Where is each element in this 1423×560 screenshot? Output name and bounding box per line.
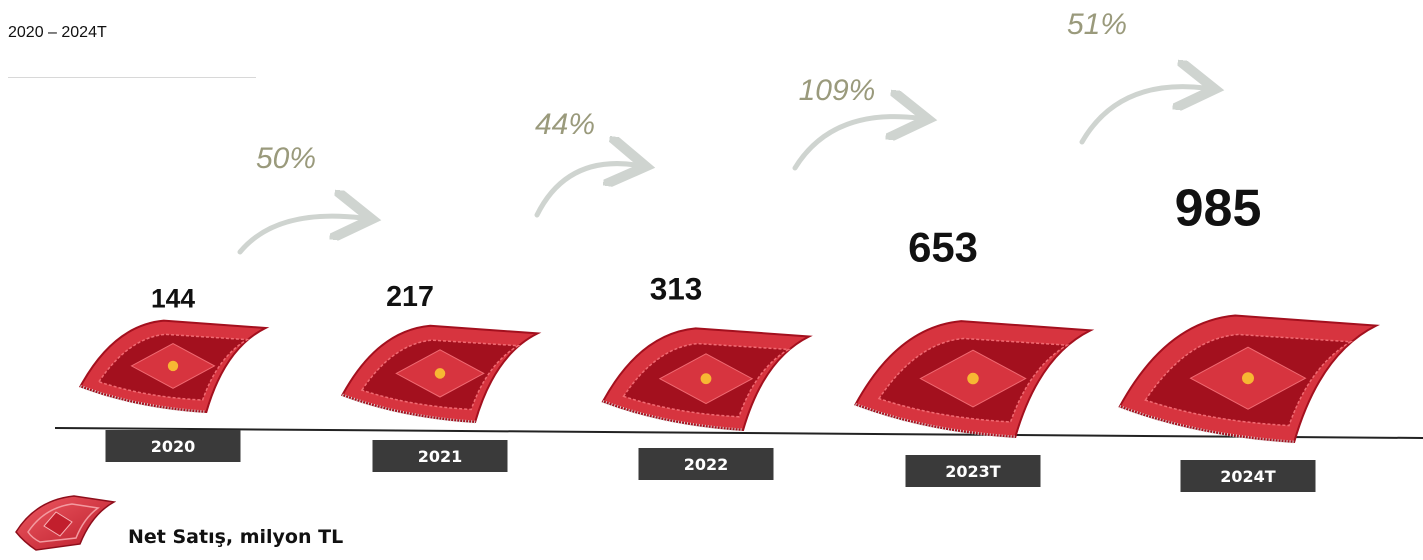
growth-label: 51% — [1067, 8, 1127, 41]
baseline — [54, 427, 1423, 439]
year-label: 2022 — [684, 455, 729, 474]
growth-arrow — [1079, 87, 1205, 145]
value-label: 144 — [151, 284, 195, 314]
value-label: 653 — [908, 223, 978, 270]
carpet-bar — [1118, 314, 1380, 444]
carpet-bar — [78, 319, 270, 414]
year-box — [372, 440, 508, 472]
year-label: 2020 — [151, 437, 196, 456]
growth-label: 44% — [535, 108, 595, 141]
year-box — [105, 430, 241, 462]
subtitle-divider — [8, 77, 256, 78]
carpet-bar — [854, 320, 1095, 439]
legend-label: Net Satış, milyon TL — [128, 526, 344, 548]
carpet-bar — [340, 324, 542, 424]
growth-label: 50% — [256, 142, 316, 175]
year-box — [1180, 460, 1316, 492]
value-label: 985 — [1175, 180, 1262, 238]
growth-arrow — [792, 117, 918, 171]
chart-subtitle: 2020 – 2024T — [8, 24, 107, 41]
growth-arrow — [534, 164, 636, 218]
carpet-icon — [15, 495, 116, 551]
year-label: 2023T — [945, 462, 1001, 481]
year-label: 2024T — [1220, 467, 1276, 486]
value-label: 217 — [386, 281, 434, 313]
growth-arrow — [237, 216, 362, 255]
growth-label: 109% — [799, 74, 876, 107]
carpet-bar — [601, 327, 813, 432]
year-box — [905, 455, 1041, 487]
year-box — [638, 448, 774, 480]
value-label: 313 — [650, 271, 703, 307]
year-label: 2021 — [418, 447, 463, 466]
